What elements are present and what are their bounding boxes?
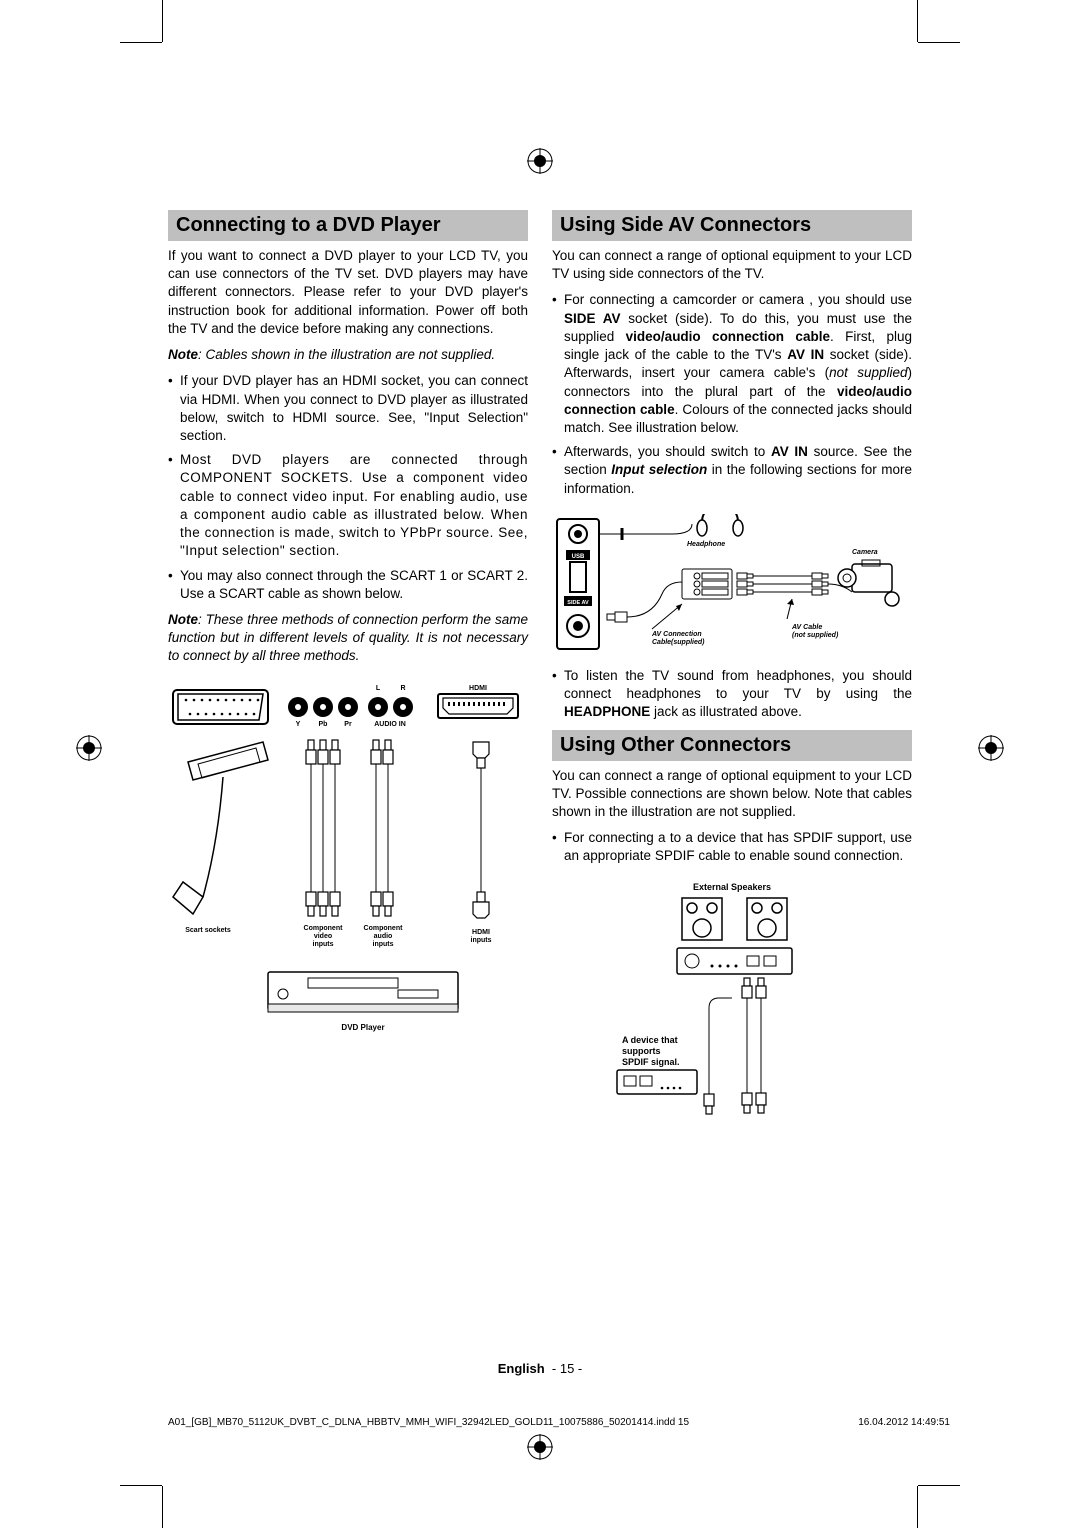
svg-text:A device that: A device that [622, 1035, 678, 1045]
section-header-other: Using Other Connectors [552, 730, 912, 761]
imprint-line: A01_[GB]_MB70_5112UK_DVBT_C_DLNA_HBBTV_M… [168, 1417, 950, 1428]
registration-mark-icon [527, 148, 553, 174]
svg-text:(not supplied): (not supplied) [792, 632, 839, 639]
section-header-dvd: Connecting to a DVD Player [168, 210, 528, 241]
dvd-bullet: If your DVD player has an HDMI socket, y… [168, 372, 528, 445]
svg-text:L: L [376, 685, 381, 692]
sideav-intro: You can connect a range of optional equi… [552, 247, 912, 283]
sideav-bullet: To listen the TV sound from headphones, … [552, 667, 912, 722]
dvd-bullet: Most DVD players are connected through C… [168, 451, 528, 560]
svg-text:Camera: Camera [852, 549, 878, 556]
registration-mark-icon [527, 1434, 553, 1460]
svg-text:HDMI: HDMI [472, 929, 490, 936]
svg-text:video: video [314, 933, 332, 940]
dvd-note1: Note: Cables shown in the illustration a… [168, 346, 528, 364]
dvd-bullet: You may also connect through the SCART 1… [168, 567, 528, 603]
right-column: Using Side AV Connectors You can connect… [552, 210, 912, 1151]
other-bullet: For connecting a to a device that has SP… [552, 829, 912, 865]
svg-text:audio: audio [374, 933, 393, 940]
svg-text:inputs: inputs [313, 941, 334, 948]
svg-text:Pr: Pr [344, 721, 352, 728]
other-intro: You can connect a range of optional equi… [552, 767, 912, 822]
svg-text:AUDIO IN: AUDIO IN [374, 721, 406, 728]
dvd-note2: Note: These three methods of connection … [168, 611, 528, 666]
svg-text:R: R [400, 685, 405, 692]
svg-text:supports: supports [622, 1046, 661, 1056]
left-column: Connecting to a DVD Player If you want t… [168, 210, 528, 1151]
dvd-connection-diagram: L R Y Pb Pr AUDIO IN HDMI Scart sockets [168, 682, 528, 1052]
svg-text:AV Connection: AV Connection [651, 631, 702, 638]
sideav-bullet: Afterwards, you should switch to AV IN s… [552, 443, 912, 498]
svg-text:SIDE AV: SIDE AV [567, 600, 589, 606]
svg-text:inputs: inputs [373, 941, 394, 948]
svg-text:Cable(supplied): Cable(supplied) [652, 639, 705, 646]
page-footer: English - 15 - [0, 1361, 1080, 1376]
svg-text:AV Cable: AV Cable [791, 624, 822, 631]
svg-text:Scart sockets: Scart sockets [185, 927, 231, 934]
registration-mark-icon [978, 735, 1004, 761]
svg-text:HDMI: HDMI [469, 685, 487, 692]
svg-text:Pb: Pb [319, 721, 328, 728]
svg-text:Component: Component [304, 925, 344, 932]
page-content: Connecting to a DVD Player If you want t… [168, 210, 912, 1151]
sideav-bullet: For connecting a camcorder or camera , y… [552, 291, 912, 437]
spdif-diagram: External Speakers [552, 878, 912, 1138]
dvd-bullets: If your DVD player has an HDMI socket, y… [168, 372, 528, 603]
dvd-intro: If you want to connect a DVD player to y… [168, 247, 528, 338]
registration-mark-icon [76, 735, 102, 761]
svg-text:Y: Y [296, 721, 301, 728]
svg-text:External Speakers: External Speakers [693, 882, 771, 892]
sideav-bullets2: To listen the TV sound from headphones, … [552, 667, 912, 722]
svg-text:SPDIF signal.: SPDIF signal. [622, 1057, 680, 1067]
svg-text:Component: Component [364, 925, 404, 932]
sideav-bullets: For connecting a camcorder or camera , y… [552, 291, 912, 497]
other-bullets: For connecting a to a device that has SP… [552, 829, 912, 865]
svg-text:inputs: inputs [471, 937, 492, 944]
svg-text:Headphone: Headphone [687, 541, 725, 548]
svg-text:DVD Player: DVD Player [341, 1023, 384, 1032]
sideav-diagram: USB SIDE AV Headphone Camera [552, 514, 912, 654]
svg-text:USB: USB [572, 554, 585, 560]
section-header-sideav: Using Side AV Connectors [552, 210, 912, 241]
